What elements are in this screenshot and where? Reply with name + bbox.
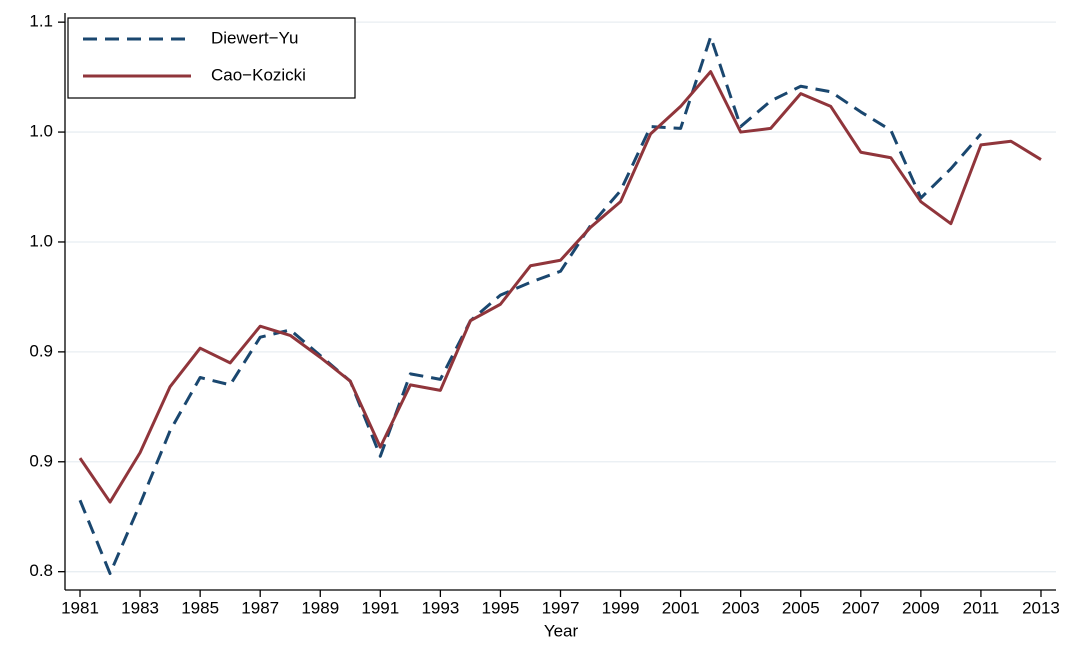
legend-label: Diewert−Yu (211, 28, 298, 47)
x-tick-label: 2011 (963, 598, 1000, 617)
y-tick-label: 1.1 (29, 12, 53, 31)
y-tick-label: 0.8 (29, 561, 53, 580)
y-tick-label: 0.9 (29, 451, 53, 470)
x-tick-label: 1983 (121, 598, 159, 617)
x-tick-label: 2009 (902, 598, 940, 617)
line-series (78, 35, 983, 576)
x-tick-label: 2001 (662, 598, 700, 617)
x-tick-label: 1989 (301, 598, 339, 617)
x-tick-label: 1985 (181, 598, 219, 617)
x-tick-label: 1991 (361, 598, 399, 617)
y-tick-label: 0.9 (29, 341, 53, 360)
x-tick-label: 2013 (1022, 598, 1060, 617)
legend-box (67, 17, 356, 99)
x-tick-label: 2007 (842, 598, 880, 617)
x-tick-label: 1995 (482, 598, 520, 617)
line-series (78, 70, 1042, 504)
x-tick-label: 2003 (722, 598, 760, 617)
x-tick-label: 1993 (421, 598, 459, 617)
y-tick-label: 1.0 (29, 122, 53, 141)
x-tick-label: 1997 (542, 598, 580, 617)
x-tick-label: 1999 (602, 598, 640, 617)
x-axis-title: Year (544, 621, 579, 640)
y-tick-label: 1.0 (29, 231, 53, 250)
x-tick-label: 2005 (782, 598, 820, 617)
legend-label: Cao−Kozicki (211, 65, 306, 84)
x-tick-label: 1981 (61, 598, 99, 617)
x-tick-label: 1987 (241, 598, 279, 617)
